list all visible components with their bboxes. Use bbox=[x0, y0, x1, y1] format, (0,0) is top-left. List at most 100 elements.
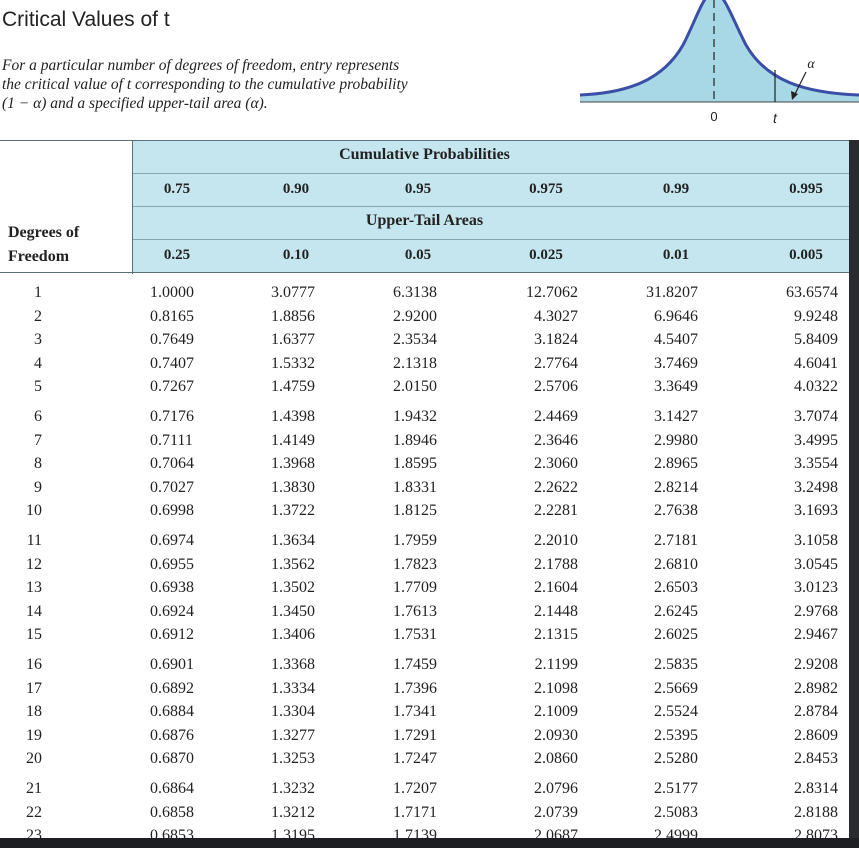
value-cell: 2.1318 bbox=[393, 354, 437, 372]
value-cell: 1.7247 bbox=[393, 750, 437, 768]
value-cell: 2.9208 bbox=[794, 656, 838, 673]
table-row: 4 0.7407 1.5332 2.1318 2.7764 3.7469 4.6041 bbox=[0, 352, 849, 376]
value-cell: 1.7171 bbox=[393, 803, 437, 821]
cumulative-value: 0.75 bbox=[163, 181, 191, 197]
value-cell: 3.7074 bbox=[794, 408, 838, 425]
df-cell: 9 bbox=[34, 478, 42, 496]
curve-fill bbox=[580, 0, 859, 102]
value-cell: 0.6892 bbox=[150, 679, 194, 697]
table-row: 5 0.7267 1.4759 2.0150 2.5706 3.3649 4.0322 bbox=[0, 375, 849, 399]
value-cell: 3.1693 bbox=[794, 502, 838, 520]
table-row: 3 0.7649 1.6377 2.3534 3.1824 4.5407 5.8409 bbox=[0, 328, 849, 352]
cumulative-value: 0.99 bbox=[662, 181, 690, 197]
value-cell: 4.6041 bbox=[794, 354, 838, 372]
table-row: 1 1.0000 3.0777 6.3138 12.7062 31.8207 63.6574 bbox=[0, 281, 849, 305]
value-cell: 2.5524 bbox=[654, 703, 698, 721]
df-cell: 6 bbox=[34, 408, 42, 425]
value-cell: 1.7139 bbox=[393, 827, 437, 838]
value-cell: 0.6938 bbox=[150, 579, 194, 597]
df-cell: 4 bbox=[34, 354, 42, 372]
value-cell: 0.6864 bbox=[150, 780, 194, 797]
description-line-1: For a particular number of degrees of fr… bbox=[2, 57, 400, 74]
value-cell: 1.7959 bbox=[393, 532, 437, 549]
df-cell: 3 bbox=[34, 331, 42, 349]
df-cell: 5 bbox=[34, 378, 42, 396]
bottom-edge-bar bbox=[0, 838, 859, 848]
value-cell: 1.3277 bbox=[271, 726, 315, 744]
value-cell: 0.7407 bbox=[150, 354, 194, 372]
value-cell: 2.0930 bbox=[534, 726, 578, 744]
value-cell: 1.6377 bbox=[271, 331, 315, 349]
cumulative-value: 0.90 bbox=[282, 181, 310, 197]
value-cell: 2.9200 bbox=[393, 307, 437, 325]
upper-tail-values-band bbox=[133, 240, 849, 272]
t-distribution-figure: 0 t α bbox=[579, 0, 859, 126]
value-cell: 2.8453 bbox=[794, 750, 838, 768]
cumulative-values-band bbox=[133, 174, 849, 206]
table-row: 21 0.6864 1.3232 1.7207 2.0796 2.5177 2.8314 bbox=[0, 777, 849, 801]
value-cell: 1.3562 bbox=[271, 555, 315, 573]
table-row: 8 0.7064 1.3968 1.8595 2.3060 2.8965 3.3554 bbox=[0, 452, 849, 476]
value-cell: 2.7181 bbox=[654, 532, 698, 549]
value-cell: 2.6503 bbox=[654, 579, 698, 597]
value-cell: 1.3722 bbox=[271, 502, 315, 520]
value-cell: 2.0687 bbox=[534, 827, 578, 838]
value-cell: 1.3406 bbox=[271, 626, 315, 644]
value-cell: 1.7341 bbox=[393, 703, 437, 721]
value-cell: 2.7638 bbox=[654, 502, 698, 520]
value-cell: 4.0322 bbox=[794, 378, 838, 396]
value-cell: 1.3232 bbox=[271, 780, 315, 797]
value-cell: 3.0123 bbox=[794, 579, 838, 597]
description-line-3: (1 − α) and a specified upper-tail area … bbox=[2, 95, 268, 112]
upper-tail-value: 0.05 bbox=[404, 247, 432, 263]
value-cell: 3.2498 bbox=[794, 478, 838, 496]
value-cell: 0.6901 bbox=[150, 656, 194, 673]
value-cell: 6.3138 bbox=[393, 284, 437, 301]
value-cell: 2.2010 bbox=[534, 532, 578, 549]
value-cell: 2.1315 bbox=[534, 626, 578, 644]
table-row: 7 0.7111 1.4149 1.8946 2.3646 2.9980 3.4995 bbox=[0, 429, 849, 453]
value-cell: 1.8856 bbox=[271, 307, 315, 325]
df-cell: 16 bbox=[26, 656, 42, 673]
value-cell: 0.6884 bbox=[150, 703, 194, 721]
value-cell: 2.9768 bbox=[794, 602, 838, 620]
table-row: 12 0.6955 1.3562 1.7823 2.1788 2.6810 3.0545 bbox=[0, 553, 849, 577]
value-cell: 2.5083 bbox=[654, 803, 698, 821]
value-cell: 1.8331 bbox=[393, 478, 437, 496]
value-cell: 1.3368 bbox=[271, 656, 315, 673]
t-label: t bbox=[773, 110, 778, 126]
value-cell: 3.3649 bbox=[654, 378, 698, 396]
df-cell: 2 bbox=[34, 307, 42, 325]
upper-tail-header: Upper-Tail Areas bbox=[0, 212, 849, 230]
alpha-label: α bbox=[807, 57, 815, 72]
value-cell: 3.0777 bbox=[271, 284, 315, 301]
value-cell: 1.8946 bbox=[393, 431, 437, 449]
alpha-arrow-shaft bbox=[793, 71, 807, 97]
value-cell: 0.7027 bbox=[150, 478, 194, 496]
value-cell: 2.5669 bbox=[654, 679, 698, 697]
value-cell: 2.1098 bbox=[534, 679, 578, 697]
cumulative-header: Cumulative Probabilities bbox=[0, 146, 849, 164]
table-row: 18 0.6884 1.3304 1.7341 2.1009 2.5524 2.8784 bbox=[0, 700, 849, 724]
value-cell: 2.9980 bbox=[654, 431, 698, 449]
table-row: 16 0.6901 1.3368 1.7459 2.1199 2.5835 2.9208 bbox=[0, 653, 849, 677]
value-cell: 3.1427 bbox=[654, 408, 698, 425]
value-cell: 2.3534 bbox=[393, 331, 437, 349]
value-cell: 0.7064 bbox=[150, 455, 194, 473]
value-cell: 1.4759 bbox=[271, 378, 315, 396]
value-cell: 2.1199 bbox=[534, 656, 578, 673]
value-cell: 6.9646 bbox=[654, 307, 698, 325]
value-cell: 0.6853 bbox=[150, 827, 194, 838]
value-cell: 0.6955 bbox=[150, 555, 194, 573]
value-cell: 1.3304 bbox=[271, 703, 315, 721]
value-cell: 0.6858 bbox=[150, 803, 194, 821]
value-cell: 0.6924 bbox=[150, 602, 194, 620]
value-cell: 2.0739 bbox=[534, 803, 578, 821]
cumulative-value: 0.995 bbox=[789, 181, 823, 197]
value-cell: 9.9248 bbox=[794, 307, 838, 325]
value-cell: 1.8125 bbox=[393, 502, 437, 520]
value-cell: 2.3646 bbox=[534, 431, 578, 449]
critical-values-table: Cumulative Probabilities Upper-Tail Area… bbox=[0, 140, 849, 838]
value-cell: 4.3027 bbox=[534, 307, 578, 325]
value-cell: 2.2281 bbox=[534, 502, 578, 520]
